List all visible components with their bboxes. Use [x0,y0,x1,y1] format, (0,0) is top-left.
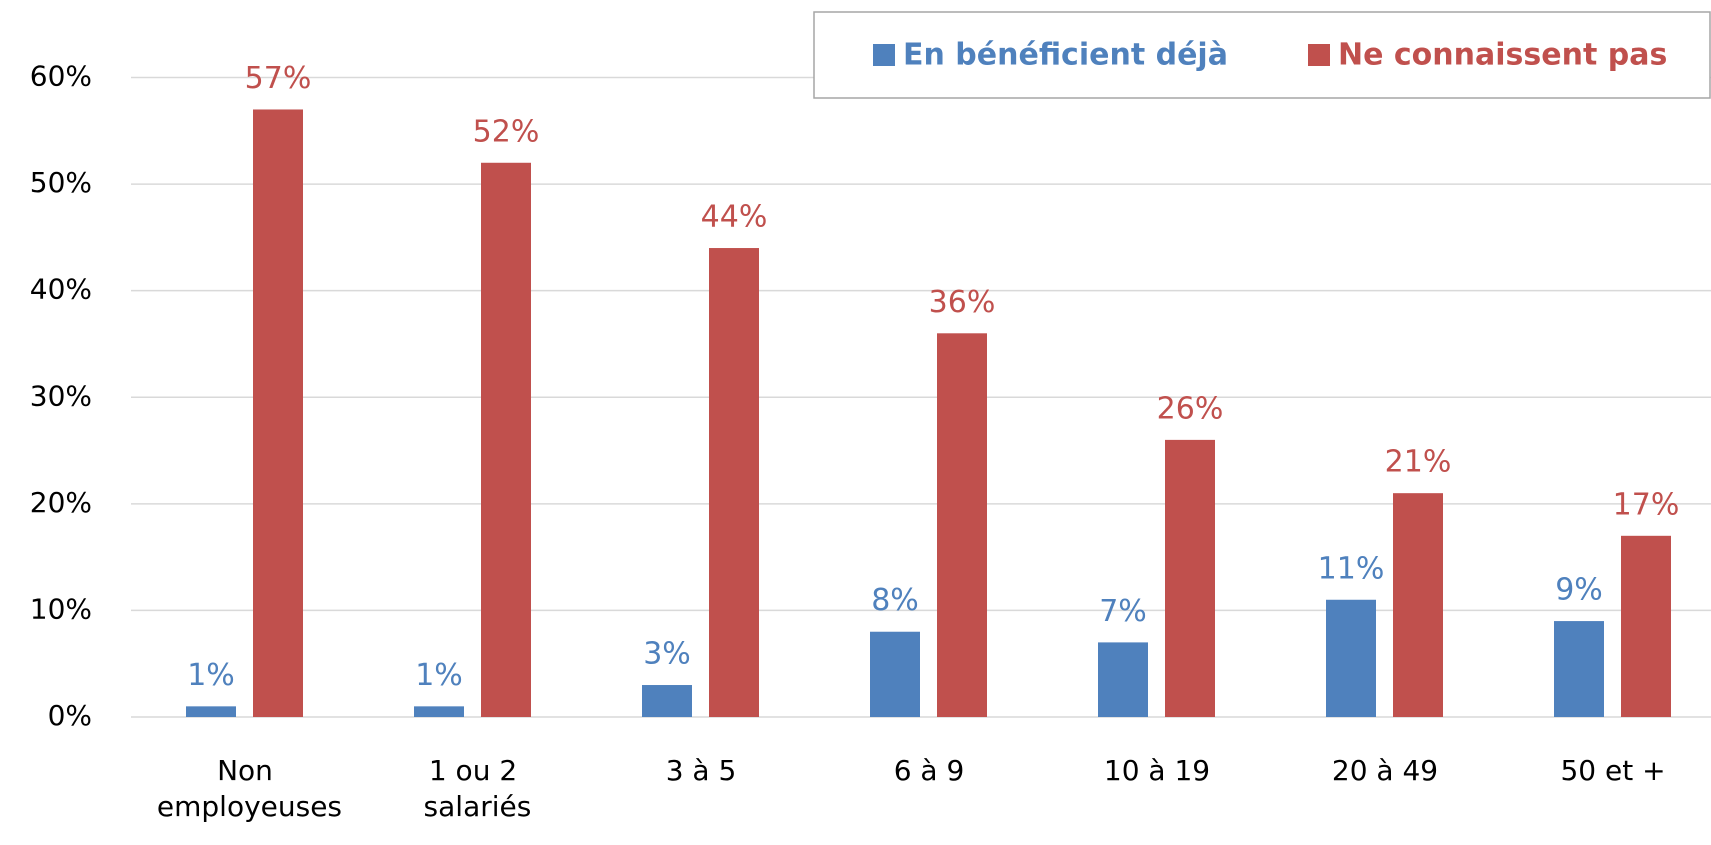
data-label: 1% [187,658,235,693]
data-label: 11% [1318,551,1385,586]
legend-label: Ne connaissent pas [1338,38,1667,73]
bar [642,685,692,717]
data-label: 17% [1613,487,1680,522]
legend-swatch [1308,44,1330,66]
y-tick-label: 60% [30,60,92,93]
x-tick-label: 1 ou 2 salariés [415,754,532,823]
y-tick-label: 0% [48,699,92,732]
bar [1554,621,1604,717]
data-label: 7% [1099,594,1147,629]
data-label: 3% [643,637,691,672]
x-tick-label: 10 à 19 [1104,754,1210,787]
bar [481,162,531,717]
data-label: 1% [415,658,463,693]
legend-box [813,11,1711,99]
data-label: 8% [871,583,919,618]
data-label: 36% [929,285,996,320]
x-tick-label: 20 à 49 [1332,754,1438,787]
bar [870,631,920,717]
bar [709,248,759,718]
bar [1098,642,1148,717]
x-tick-label: Non employeuses [148,754,342,823]
data-label: 26% [1157,391,1224,426]
bar [1621,535,1671,717]
bar [1393,493,1443,717]
bar [414,706,464,717]
bar [253,109,303,718]
bar [937,333,987,717]
y-tick-label: 30% [30,379,92,412]
y-tick-label: 10% [30,592,92,625]
data-label: 52% [473,114,540,149]
x-tick-label: 3 à 5 [666,754,737,787]
data-label: 44% [701,200,768,235]
data-label: 57% [245,61,312,96]
bar [1326,599,1376,717]
x-tick-label: 6 à 9 [894,754,965,787]
y-tick-label: 50% [30,166,92,199]
data-label: 21% [1385,445,1452,480]
x-tick-label: 50 et + [1560,754,1665,787]
data-label: 9% [1555,573,1603,608]
bar [1165,439,1215,717]
legend-swatch [873,44,895,66]
legend-label: En bénéficient déjà [903,38,1228,73]
y-tick-label: 20% [30,486,92,519]
bar [186,706,236,717]
y-tick-label: 40% [30,273,92,306]
